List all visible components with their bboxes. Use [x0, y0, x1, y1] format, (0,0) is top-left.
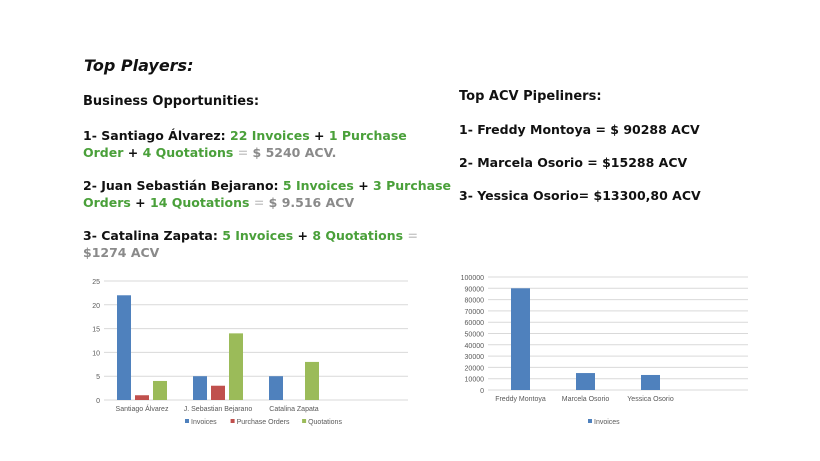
item-quotations: 14 Quotations — [150, 195, 250, 210]
item-invoices: 22 Invoices — [230, 128, 310, 143]
equals: = — [249, 195, 269, 210]
y-tick-label: 0 — [96, 398, 100, 405]
item-prefix: 3- — [83, 228, 102, 243]
business-item-3: 3- Catalina Zapata: 5 Invoices + 8 Quota… — [83, 227, 443, 261]
x-tick-label: Yessica Osorio — [627, 396, 674, 403]
item-acv: $1274 ACV — [83, 245, 160, 260]
item-tail: . — [331, 145, 337, 160]
business-item-1: 1- Santiago Álvarez: 22 Invoices + 1 Pur… — [83, 127, 443, 161]
bar — [511, 288, 530, 390]
item-acv: $ 9.516 ACV — [268, 195, 355, 210]
item-acv: $ 5240 ACV — [252, 145, 332, 160]
legend-label: Quotations — [308, 419, 342, 426]
bar — [305, 361, 319, 400]
y-tick-label: 10000 — [465, 377, 485, 384]
legend-swatch — [230, 419, 235, 423]
bar — [641, 374, 660, 390]
legend-swatch — [185, 419, 189, 423]
legend-label: Invoices — [191, 419, 217, 426]
plus: + — [353, 178, 374, 193]
acv-heading: Top ACV Pipeliners: — [459, 89, 602, 104]
y-tick-label: 60000 — [465, 320, 485, 327]
y-tick-label: 50000 — [465, 332, 485, 339]
business-item-2: 2- Juan Sebastián Bejarano: 5 Invoices +… — [83, 177, 453, 211]
equals: = — [403, 228, 418, 243]
bar — [135, 395, 149, 400]
item-quotations: 8 Quotations — [312, 228, 404, 243]
legend-label: Purchase Orders — [237, 419, 290, 426]
bar — [211, 385, 225, 400]
x-tick-label: J. Sebastian Bejarano — [184, 406, 253, 413]
x-tick-label: Freddy Montoya — [495, 396, 546, 403]
bar — [117, 295, 131, 400]
business-opportunities-chart: 0 5 10 15 20 25 Santiago Álvarez J. Sebastian B… — [92, 279, 408, 426]
bar — [229, 333, 243, 400]
item-po: 1 Purchase Order — [83, 128, 407, 160]
item-quotations: 4 Quotations — [142, 145, 234, 160]
item-name: Catalina Zapata: — [101, 228, 218, 243]
acv-item-3: 3- Yessica Osorio= $13300,80 ACV — [459, 188, 701, 203]
x-tick-label: Santiago Álvarez — [116, 404, 169, 413]
item-prefix: 1- — [83, 128, 102, 143]
item-prefix: 2- — [83, 178, 102, 193]
business-heading: Business Opportunities: — [83, 94, 260, 109]
y-tick-label: 40000 — [465, 343, 485, 350]
plus: + — [293, 228, 313, 243]
item-po: 3 Purchase Orders — [83, 178, 451, 210]
bar — [269, 376, 283, 400]
item-invoices: 5 Invoices — [222, 228, 294, 243]
plus: + — [123, 145, 143, 160]
equals: = — [233, 145, 253, 160]
bar — [193, 376, 207, 400]
y-tick-label: 70000 — [465, 309, 485, 316]
plus: + — [309, 128, 329, 143]
bar — [153, 380, 167, 400]
x-tick-label: Catalina Zapata — [269, 406, 319, 413]
acv-pipeline-chart: 0 10000 20000 30000 40000 50000 60000 70000 8000… — [461, 275, 748, 426]
y-tick-label: 80000 — [465, 298, 485, 305]
page-title: Top Players: — [84, 56, 194, 75]
legend-label: Invoices — [594, 419, 620, 426]
plus: + — [130, 195, 151, 210]
y-tick-label: 100000 — [461, 275, 484, 282]
y-tick-label: 10 — [92, 350, 100, 357]
x-tick-label: Marcela Osorio — [562, 396, 610, 403]
acv-item-1: 1- Freddy Montoya = $ 90288 ACV — [459, 122, 700, 137]
y-tick-label: 30000 — [465, 354, 485, 361]
y-tick-label: 15 — [92, 327, 100, 334]
item-name: Juan Sebastián Bejarano: — [101, 178, 279, 193]
y-tick-label: 5 — [96, 374, 100, 381]
legend-swatch — [302, 419, 307, 423]
y-tick-label: 25 — [92, 279, 100, 286]
y-tick-label: 20000 — [465, 365, 485, 372]
acv-item-2: 2- Marcela Osorio = $15288 ACV — [459, 155, 688, 170]
y-tick-label: 90000 — [465, 286, 485, 293]
y-tick-label: 0 — [480, 388, 484, 395]
item-name: Santiago Álvarez: — [101, 128, 226, 143]
y-tick-label: 20 — [92, 303, 100, 310]
legend-swatch — [588, 419, 592, 423]
item-invoices: 5 Invoices — [282, 178, 354, 193]
bar — [576, 373, 595, 390]
